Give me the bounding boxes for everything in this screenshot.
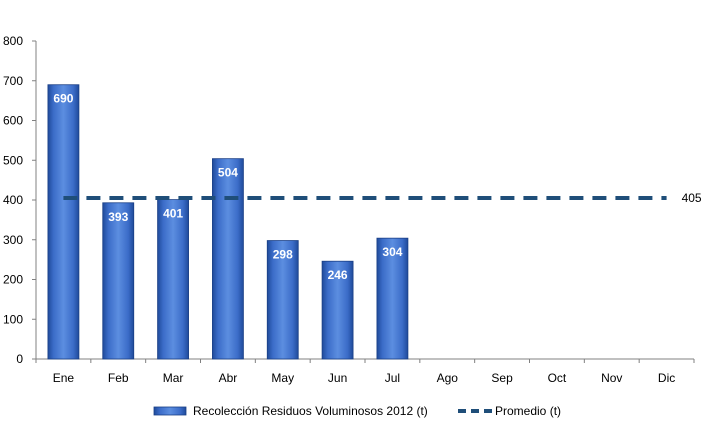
legend: Recolección Residuos Voluminosos 2012 (t… bbox=[153, 404, 561, 418]
x-tick-label: Dic bbox=[658, 371, 675, 385]
average-end-label: 405 bbox=[682, 191, 702, 205]
bar bbox=[157, 199, 189, 360]
x-tick-label: Sep bbox=[491, 371, 513, 385]
bar-data-label: 401 bbox=[163, 207, 183, 221]
y-tick-label: 600 bbox=[3, 114, 23, 128]
x-tick-label: Feb bbox=[108, 371, 129, 385]
y-tick-label: 400 bbox=[3, 193, 23, 207]
y-axis-group: 0 100 200 300 400 500 600 700 800 bbox=[3, 34, 37, 366]
x-tick-label: Nov bbox=[601, 371, 622, 385]
bar-data-label: 690 bbox=[53, 92, 73, 106]
x-tick-label: Ene bbox=[53, 371, 75, 385]
bar bbox=[102, 202, 135, 360]
y-tick-label: 200 bbox=[3, 273, 23, 287]
y-tick-label: 500 bbox=[3, 153, 23, 167]
legend-label-bar-series: Recolección Residuos Voluminosos 2012 (t… bbox=[193, 404, 428, 418]
bar-data-label: 393 bbox=[108, 210, 128, 224]
x-tick-label: Oct bbox=[548, 371, 567, 385]
x-tick-label: Ago bbox=[437, 371, 459, 385]
bar-data-label: 304 bbox=[382, 245, 402, 259]
bar-data-label: 504 bbox=[218, 166, 238, 180]
legend-bar-swatch bbox=[153, 406, 187, 416]
y-tick-label: 0 bbox=[16, 352, 23, 366]
bar bbox=[47, 84, 80, 360]
y-tick-label: 700 bbox=[3, 74, 23, 88]
bar bbox=[376, 237, 409, 360]
average-line-group: 405 bbox=[63, 191, 702, 205]
x-tick-label: Jul bbox=[385, 371, 400, 385]
bar-data-label: 246 bbox=[328, 268, 348, 282]
y-tick-label: 100 bbox=[3, 312, 23, 326]
y-tick-label: 800 bbox=[3, 34, 23, 48]
x-tick-label: Mar bbox=[163, 371, 184, 385]
bars-group: 690 393 401 504 298 246 304 bbox=[47, 84, 409, 360]
x-axis-group: Ene Feb Mar Abr May Jun Jul Ago Sep Oct Nov Dic bbox=[35, 358, 695, 385]
bar-data-label: 298 bbox=[273, 248, 293, 262]
legend-label-average: Promedio (t) bbox=[495, 404, 561, 418]
x-tick-label: Abr bbox=[219, 371, 238, 385]
y-tick-label: 300 bbox=[3, 233, 23, 247]
bar bbox=[212, 158, 244, 360]
x-tick-label: Jun bbox=[328, 371, 347, 385]
bar bbox=[266, 240, 299, 360]
bar bbox=[321, 260, 354, 360]
x-tick-label: May bbox=[271, 371, 294, 385]
